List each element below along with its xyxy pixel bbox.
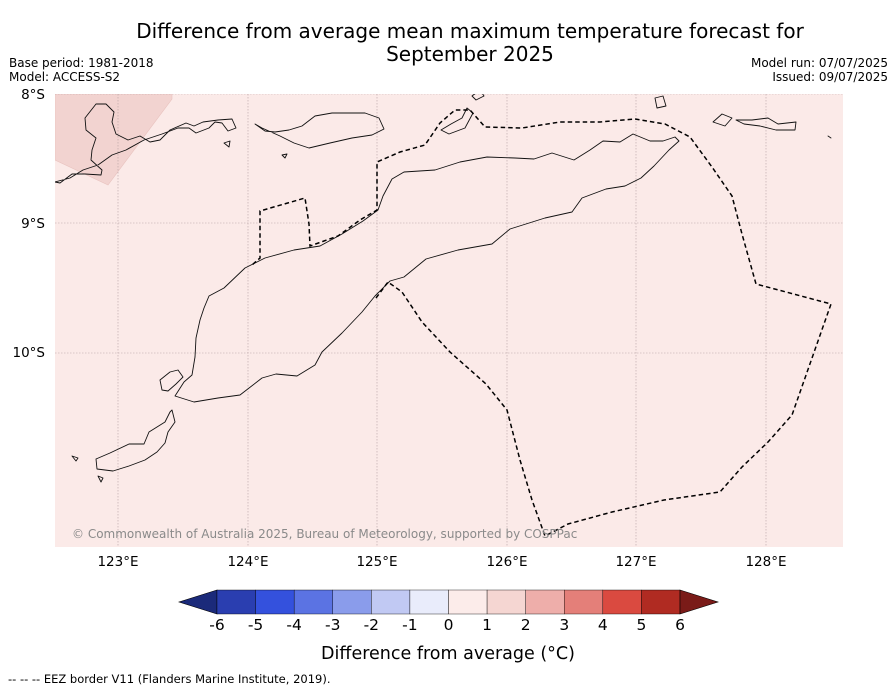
lon-label-125e: 125°E [356,554,397,570]
colorbar-tick-label: 3 [559,616,569,634]
model-name: Model: ACCESS-S2 [9,70,121,84]
colorbar-tick-label: 5 [636,616,646,634]
eez-border [251,109,832,538]
lon-label-127e: 127°E [615,554,656,570]
title-line-2: September 2025 [386,42,554,66]
islet-g [735,117,797,131]
islet-d [281,153,288,159]
alor-island [254,112,385,149]
colorbar-extend-low [178,589,218,615]
colorbar-segment [409,589,449,615]
islet-a [71,455,79,462]
model-run: Model run: 07/07/2025 [750,56,888,70]
map-background [55,94,843,547]
colorbar-label: Difference from average (°C) [321,644,575,664]
colorbar-tick-label: -5 [248,616,263,634]
colorbar-segment [486,589,526,615]
colorbar-ticks: -6 -5 -4 -3 -2 -1 0 1 2 3 4 5 6 [209,616,685,634]
islet-c [223,140,231,148]
islet-h [827,135,832,139]
colorbar-segment [371,589,411,615]
lon-label-123e: 123°E [97,554,138,570]
base-period: Base period: 1981-2018 [9,56,154,70]
colorbar [178,589,719,615]
colorbar-segment [564,589,604,615]
colorbar-segment [216,589,256,615]
colorbar-tick-label: 2 [521,616,531,634]
colorbar-tick-label: -3 [325,616,340,634]
copyright-text: © Commonwealth of Australia 2025, Bureau… [72,527,577,541]
lon-label-128e: 128°E [745,554,786,570]
colorbar-segment [602,589,642,615]
latitude-labels: 8°S 9°S 10°S [13,87,46,361]
eez-timor-leste [251,109,832,538]
coastlines [55,94,832,483]
page-title: Difference from average mean maximum tem… [0,20,896,66]
lat-label-10s: 10°S [13,345,46,361]
colorbar-extend-high [679,589,719,615]
colorbar-segment [255,589,295,615]
savu-island [95,409,176,472]
lat-label-8s: 8°S [21,87,45,103]
colorbar-tick-label: 4 [598,616,608,634]
islet-e [471,94,485,101]
babar-islet [712,113,733,127]
meta-left: Base period: 1981-2018 Model: ACCESS-S2 [9,56,154,84]
colorbar-segment [293,589,333,615]
timor-island [174,133,680,403]
colorbar-tick-label: -1 [402,616,417,634]
lat-label-9s: 9°S [21,216,45,232]
colorbar-segment [641,589,681,615]
rote-island [159,369,184,392]
colorbar-tick-label: 6 [675,616,685,634]
flores-chain [55,103,237,184]
colorbar-segment [525,589,565,615]
colorbar-segment [448,589,488,615]
lon-label-124e: 124°E [227,554,268,570]
colorbar-tick-label: -2 [364,616,379,634]
wetar-islet [440,107,474,135]
footer-note: -- -- -- EEZ border V11 (Flanders Marine… [8,672,331,686]
meta-right: Model run: 07/07/2025 Issued: 09/07/2025 [751,56,888,84]
colorbar-tick-label: -4 [286,616,301,634]
islet-f [654,95,667,109]
colorbar-segment [332,589,372,615]
lon-label-126e: 126°E [486,554,527,570]
issued-date: Issued: 09/07/2025 [772,70,888,84]
gridlines [55,94,843,547]
longitude-labels: 123°E 124°E 125°E 126°E 127°E 128°E [97,554,786,570]
islet-b [97,475,104,483]
title-line-1: Difference from average mean maximum tem… [136,19,804,43]
colorbar-tick-label: 0 [444,616,454,634]
colorbar-tick-label: -6 [209,616,224,634]
colorbar-tick-label: 1 [482,616,492,634]
